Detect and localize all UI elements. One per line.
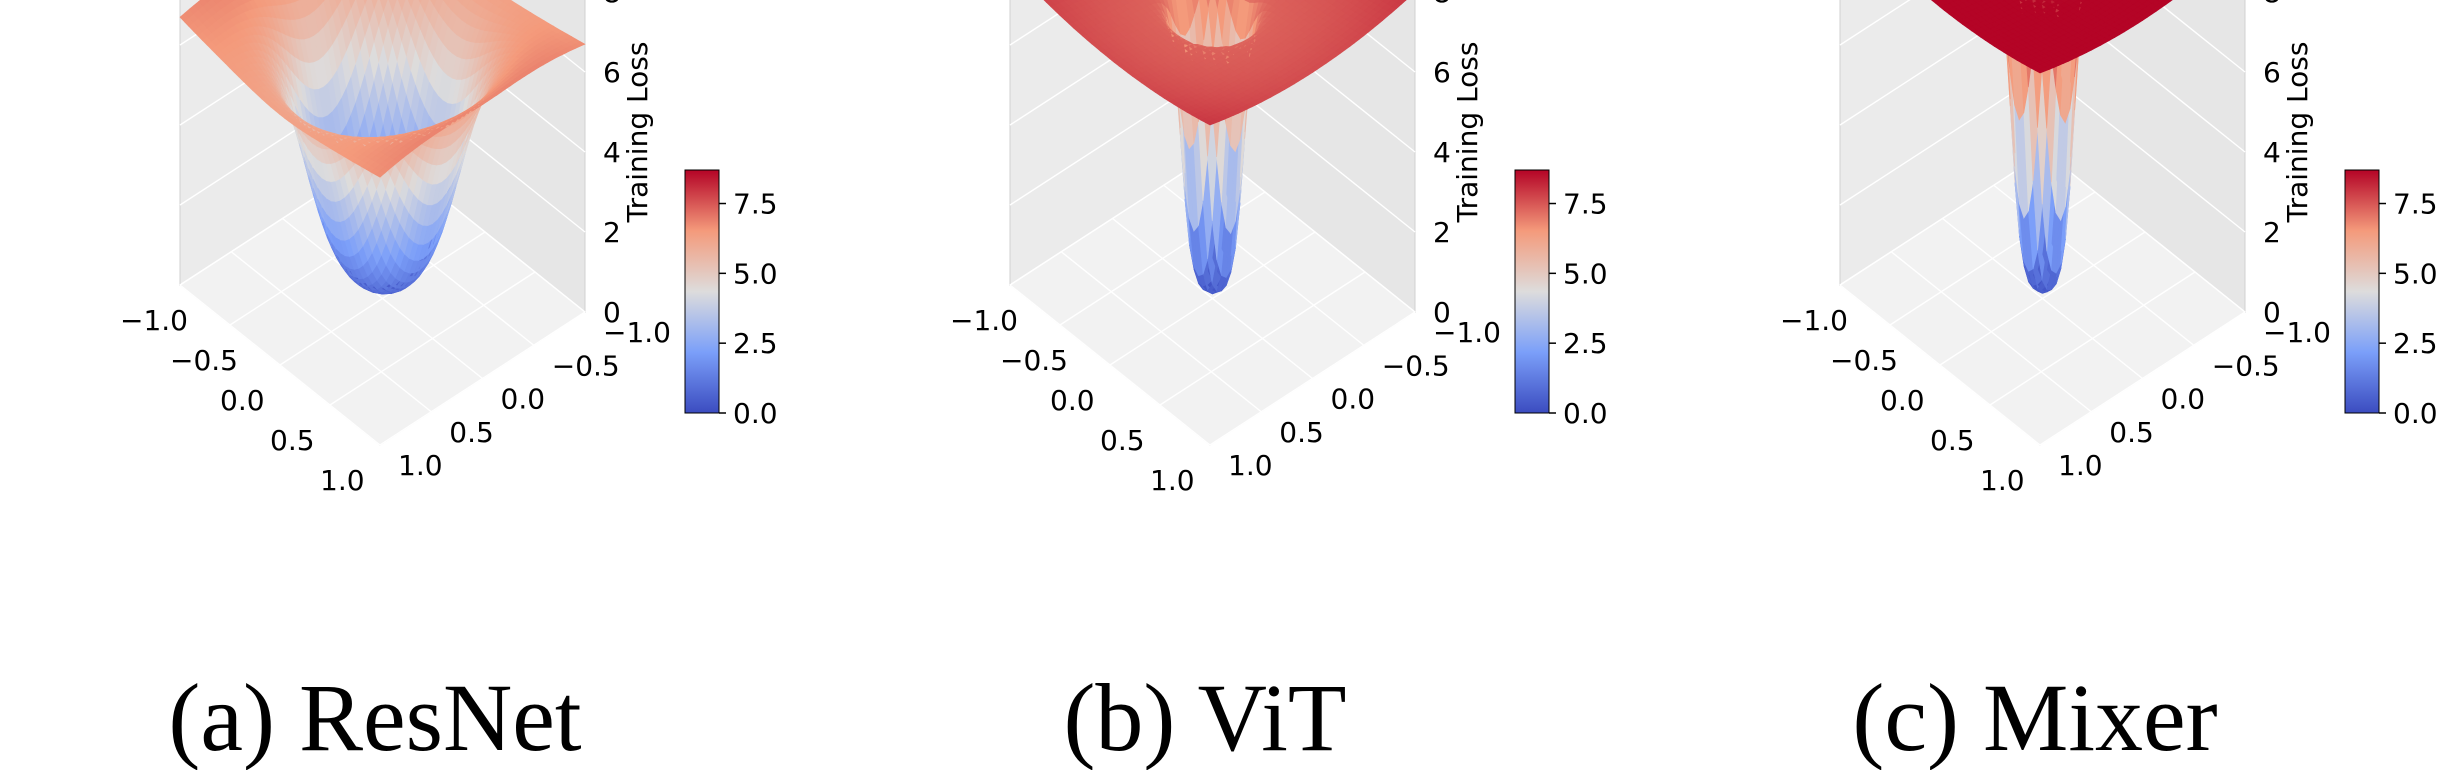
z-tick-label: 6: [1433, 56, 1451, 89]
x-tick-label: −1.0: [950, 304, 1018, 337]
y-tick-label: 0.0: [501, 383, 546, 416]
z-axis-label: Training Loss: [621, 42, 654, 224]
colorbar: [1514, 169, 1550, 414]
colorbar-tick-label: 7.5: [2393, 188, 2438, 221]
panel-vit: −1.0−0.50.00.51.01.00.50.0−0.5−1.002468T…: [950, 0, 1608, 770]
x-tick-label: 0.5: [1100, 424, 1145, 457]
x-tick-label: 1.0: [1980, 464, 2025, 497]
colorbar: [2344, 169, 2380, 414]
x-tick-label: 0.0: [1880, 384, 1925, 417]
x-tick-label: 0.5: [270, 424, 315, 457]
colorbar: [684, 169, 720, 414]
loss-surface: [1043, 0, 1407, 295]
z-tick-label: 2: [2263, 216, 2281, 249]
y-tick-label: 1.0: [2058, 449, 2103, 482]
y-tick-label: −1.0: [2263, 316, 2331, 349]
z-tick-label: 8: [2263, 0, 2281, 9]
x-tick-label: −0.5: [170, 344, 238, 377]
colorbar-tick-label: 5.0: [733, 257, 778, 290]
x-tick-label: 0.0: [1050, 384, 1095, 417]
z-tick-label: 0: [603, 296, 621, 329]
y-tick-label: 1.0: [1228, 449, 1273, 482]
panel-mixer: −1.0−0.50.00.51.01.00.50.0−0.5−1.002468T…: [1780, 0, 2438, 770]
y-tick-label: 0.5: [2109, 416, 2154, 449]
x-tick-label: −1.0: [120, 304, 188, 337]
z-tick-label: 6: [603, 56, 621, 89]
colorbar-tick-label: 7.5: [733, 188, 778, 221]
colorbar-tick-label: 2.5: [733, 327, 778, 360]
z-axis-label: Training Loss: [1451, 42, 1484, 224]
colorbar-tick-label: 5.0: [2393, 257, 2438, 290]
z-tick-label: 6: [2263, 56, 2281, 89]
x-tick-label: −0.5: [1000, 344, 1068, 377]
z-tick-label: 8: [1433, 0, 1451, 9]
loss-surface: [1930, 0, 2173, 294]
panel-caption: (c) Mixer: [1852, 664, 2217, 770]
y-tick-label: −0.5: [2212, 349, 2280, 382]
z-tick-label: 4: [2263, 136, 2281, 169]
colorbar-tick-label: 7.5: [1563, 188, 1608, 221]
surface-plot-resnet: −1.0−0.50.00.51.01.00.50.0−0.5−1.002468T…: [120, 0, 778, 497]
y-tick-label: 0.5: [449, 416, 494, 449]
colorbar-tick-label: 0.0: [1563, 397, 1608, 430]
x-tick-label: 1.0: [1150, 464, 1195, 497]
colorbar-tick-label: 5.0: [1563, 257, 1608, 290]
z-axis-label: Training Loss: [2281, 42, 2314, 224]
z-tick-label: 8: [603, 0, 621, 9]
colorbar-tick-label: 0.0: [733, 397, 778, 430]
y-tick-label: 0.0: [2161, 383, 2206, 416]
y-tick-label: −1.0: [603, 316, 671, 349]
surface-plot-vit: −1.0−0.50.00.51.01.00.50.0−0.5−1.002468T…: [950, 0, 1608, 497]
x-tick-label: 0.5: [1930, 424, 1975, 457]
z-tick-label: 0: [1433, 296, 1451, 329]
loss-surface: [179, 0, 586, 295]
z-tick-label: 2: [1433, 216, 1451, 249]
panel-caption: (b) ViT: [1063, 664, 1346, 770]
colorbar-tick-label: 0.0: [2393, 397, 2438, 430]
colorbar-tick-label: 2.5: [1563, 327, 1608, 360]
y-tick-label: −0.5: [1382, 349, 1450, 382]
x-tick-label: −1.0: [1780, 304, 1848, 337]
x-tick-label: 1.0: [320, 464, 365, 497]
y-tick-label: −0.5: [552, 349, 620, 382]
x-tick-label: −0.5: [1830, 344, 1898, 377]
z-tick-label: 2: [603, 216, 621, 249]
z-tick-label: 0: [2263, 296, 2281, 329]
surface-plot-mixer: −1.0−0.50.00.51.01.00.50.0−0.5−1.002468T…: [1780, 0, 2438, 497]
grid: [179, 0, 586, 446]
y-tick-label: 0.0: [1331, 383, 1376, 416]
panel-resnet: −1.0−0.50.00.51.01.00.50.0−0.5−1.002468T…: [120, 0, 778, 770]
x-tick-label: 0.0: [220, 384, 265, 417]
z-tick-label: 4: [1433, 136, 1451, 169]
y-tick-label: 0.5: [1279, 416, 1324, 449]
y-tick-label: 1.0: [398, 449, 443, 482]
colorbar-tick-label: 2.5: [2393, 327, 2438, 360]
z-tick-label: 4: [603, 136, 621, 169]
y-tick-label: −1.0: [1433, 316, 1501, 349]
panel-caption: (a) ResNet: [168, 664, 581, 770]
